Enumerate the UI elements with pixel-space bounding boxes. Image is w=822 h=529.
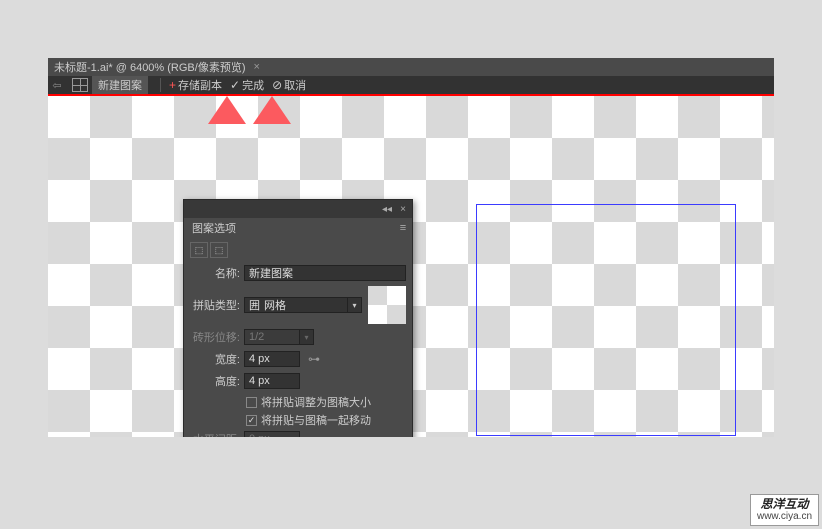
tile-edge-icon[interactable]: ⬚ [190,242,208,258]
checkbox-icon [246,397,257,408]
h-spacing-label: 水平间距: [190,431,244,437]
plus-icon: + [169,78,176,92]
tile-type-value: 网格 [264,297,286,313]
size-to-art-checkbox[interactable]: 将拼贴调整为图稿大小 [246,394,406,410]
tile-type-label: 拼贴类型: [190,297,244,313]
panel-tab-row: 图案选项 ≡ [184,218,412,238]
cancel-label: 取消 [284,77,306,93]
tile-edge-icon[interactable]: ⬚ [210,242,228,258]
close-tab-icon[interactable]: × [253,61,259,73]
tile-type-select[interactable]: 囲网格 [244,297,348,313]
app-window: 未标题-1.ai* @ 6400% (RGB/像素预览) × ⇦ 新建图案 +存… [48,58,774,437]
artwork-triangle[interactable] [208,96,246,124]
pattern-grid-icon [72,78,88,92]
document-tab-title[interactable]: 未标题-1.ai* @ 6400% (RGB/像素预览) [54,59,245,75]
panel-header[interactable]: ◂◂ × [184,200,412,218]
brick-offset-label: 砖形位移: [190,329,244,345]
move-with-art-label: 将拼贴与图稿一起移动 [261,412,371,428]
panel-tab[interactable]: 图案选项 [184,218,244,238]
panel-menu-icon[interactable]: ≡ [394,219,412,237]
pattern-edit-bar: ⇦ 新建图案 +存储副本 ✓完成 ⊘取消 [48,76,774,96]
link-dimensions-icon[interactable]: ⊶ [306,351,322,367]
pattern-tile-bounds[interactable] [476,204,736,436]
collapse-icon[interactable]: ◂◂ [382,204,392,214]
dropdown-arrow-icon[interactable]: ▾ [348,297,362,313]
name-input[interactable]: 新建图案 [244,265,406,281]
save-copy-label: 存储副本 [178,77,222,93]
h-spacing-input: 0 px [244,431,300,437]
cancel-icon: ⊘ [272,78,282,92]
pattern-name-label: 新建图案 [92,76,148,94]
width-label: 宽度: [190,351,244,367]
size-to-art-label: 将拼贴调整为图稿大小 [261,394,371,410]
done-button[interactable]: ✓完成 [230,77,264,93]
artwork-triangle[interactable] [253,96,291,124]
watermark-url: www.ciya.cn [757,511,812,523]
panel-body: ⬚ ⬚ 名称: 新建图案 拼贴类型: 囲网格 ▾ 砖形位移: [184,238,412,437]
checkbox-checked-icon [246,415,257,426]
save-copy-button[interactable]: +存储副本 [169,77,222,93]
grid-type-icon: 囲 [249,297,260,313]
back-icon[interactable]: ⇦ [48,77,66,93]
close-panel-icon[interactable]: × [398,204,408,214]
check-icon: ✓ [230,78,240,92]
done-label: 完成 [242,77,264,93]
height-label: 高度: [190,373,244,389]
watermark-name: 思洋互动 [757,497,812,511]
name-label: 名称: [190,265,244,281]
move-with-art-checkbox[interactable]: 将拼贴与图稿一起移动 [246,412,406,428]
pattern-preview-swatch [368,286,406,324]
pattern-options-panel: ◂◂ × 图案选项 ≡ ⬚ ⬚ 名称: 新建图案 拼贴类型: [183,199,413,437]
cancel-button[interactable]: ⊘取消 [272,77,306,93]
watermark: 思洋互动 www.ciya.cn [750,494,819,526]
canvas-area[interactable]: ◂◂ × 图案选项 ≡ ⬚ ⬚ 名称: 新建图案 拼贴类型: [48,96,774,437]
brick-offset-select: 1/2 [244,329,300,345]
document-tab-bar: 未标题-1.ai* @ 6400% (RGB/像素预览) × [48,58,774,76]
width-input[interactable]: 4 px [244,351,300,367]
separator [160,78,161,92]
dropdown-arrow-icon: ▾ [300,329,314,345]
height-input[interactable]: 4 px [244,373,300,389]
